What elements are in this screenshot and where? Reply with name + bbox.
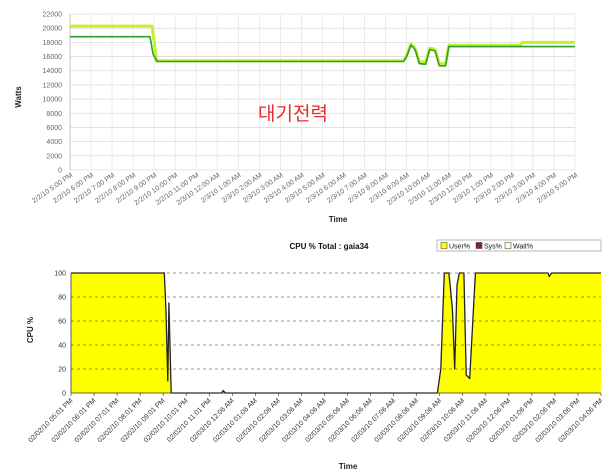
bot-x-tick-label: 02/02/10 05:01 PM (28, 397, 75, 444)
bot-x-tick-label: 02/03/10 02:06 PM (512, 397, 559, 444)
bot-x-tick-label: 02/02/10 10:01 PM (143, 397, 190, 444)
bot-x-tick-label: 02/03/10 03:06 AM (258, 397, 305, 444)
legend-entry: Wait% (513, 244, 533, 251)
cpu-legend: User% Sys% Wait% (436, 239, 602, 252)
top-y-tick-label: 14000 (43, 68, 63, 75)
top-series-line-1 (70, 35, 575, 67)
top-y-tick-label: 8000 (46, 111, 62, 118)
top-y-tick-label: 22000 (43, 12, 63, 19)
top-y-tick-label: 2000 (46, 153, 62, 160)
bot-x-tick-label: 02/02/10 07:01 PM (74, 397, 121, 444)
standby-power-annotation: 대기전력 (258, 103, 328, 125)
bot-y-tick-label: 60 (58, 319, 66, 326)
bot-x-tick-label: 02/03/10 12:06 AM (189, 397, 236, 444)
legend-swatch (440, 242, 448, 249)
top-y-tick-label: 12000 (43, 82, 63, 89)
bot-grid (71, 272, 601, 370)
top-y-tick-label: 10000 (43, 97, 63, 104)
top-y-tick-label: 4000 (46, 139, 62, 146)
bot-x-tick-label: 02/03/10 08:06 AM (374, 397, 421, 444)
top-y-tick-label: 16000 (43, 54, 63, 61)
bot-x-tick-label: 02/03/10 06:06 AM (327, 397, 374, 444)
bot-x-tick-label: 02/03/10 01:06 PM (489, 397, 536, 444)
legend-swatch (475, 242, 483, 249)
bot-x-tick-label: 02/02/10 09:01 PM (120, 397, 167, 444)
bot-x-tick-label: 02/03/10 01:06 AM (212, 397, 259, 444)
cpu-chart-title: CPU % Total : gaia34 (290, 242, 370, 251)
bot-y-tick-label: 40 (58, 343, 66, 350)
legend-box (436, 239, 602, 252)
top-y-tick-label: 20000 (43, 26, 63, 33)
bot-x-tick-label: 02/03/10 02:06 AM (235, 397, 282, 444)
top-x-axis-label: Time (329, 215, 348, 224)
bot-x-tick-label: 02/02/10 11:01 PM (166, 397, 213, 444)
bot-x-tick-label: 02/03/10 11:06 AM (443, 397, 489, 443)
power-line-chart: 0 2000 4000 6000 8000 10000 12000 14000 16000 180… (14, 12, 579, 225)
bot-series-area (71, 272, 601, 394)
bot-y-tick-label: 100 (54, 271, 66, 278)
bot-x-tick-label: 02/03/10 04:06 AM (281, 397, 328, 444)
legend-entry: Sys% (484, 244, 502, 251)
bot-x-tick-label: 02/03/10 05:06 AM (304, 397, 351, 444)
bot-x-tick-label: 02/03/10 10:06 AM (420, 397, 467, 444)
bot-y-tick-label: 0 (62, 391, 66, 398)
bot-x-tick-label: 02/03/10 03:06 PM (535, 397, 582, 444)
legend-entry: User% (449, 244, 470, 251)
top-y-tick-label: 0 (58, 168, 62, 175)
top-y-tick-label: 18000 (43, 40, 63, 47)
top-y-tick-label: 6000 (46, 125, 62, 132)
bot-y-tick-labels: 0 20 40 60 80 100 (54, 271, 66, 398)
user-area (71, 273, 601, 393)
cpu-area-chart: CPU % Total : gaia34 User% Sys% Wait% 0 20 4… (26, 239, 602, 471)
bot-y-tick-label: 80 (58, 295, 66, 302)
bot-x-tick-label: 02/03/10 07:06 AM (351, 397, 398, 444)
bot-y-tick-label: 20 (58, 367, 66, 374)
bot-x-tick-label: 02/03/10 09:06 AM (397, 397, 444, 444)
bot-x-tick-label: 02/03/10 12:06 PM (465, 397, 512, 444)
bot-axes (70, 273, 601, 394)
bot-x-tick-label: 02/02/10 08:01 PM (97, 397, 144, 444)
bot-x-tick-label: 02/03/10 04:06 PM (558, 397, 602, 444)
top-x-tick-labels: 2/2/10 5:00 PM2/2/10 6:00 PM2/2/10 7:00 … (31, 172, 579, 207)
cpu-y-axis-label: CPU % (26, 317, 35, 343)
legend-swatch (504, 242, 512, 249)
bot-x-tick-label: 02/02/10 06:01 PM (51, 397, 98, 444)
cpu-x-axis-label: Time (339, 462, 358, 471)
top-grid (69, 13, 576, 171)
top-y-tick-labels: 0 2000 4000 6000 8000 10000 12000 14000 16000 180… (43, 12, 63, 175)
top-series-lines (70, 24, 575, 67)
top-y-axis-label: Watts (14, 86, 23, 108)
